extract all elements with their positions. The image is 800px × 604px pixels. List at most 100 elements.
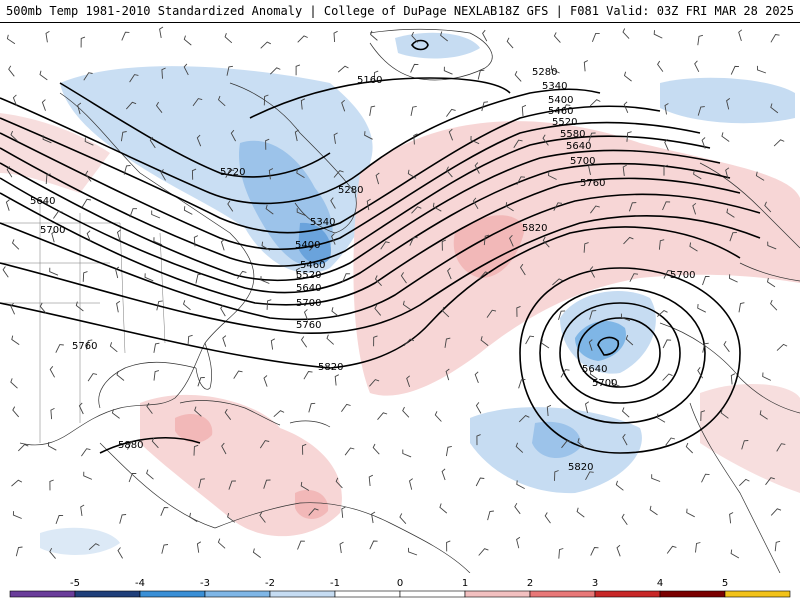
legend-swatch xyxy=(594,590,661,598)
wind-barb xyxy=(576,507,585,518)
legend-swatch xyxy=(269,590,336,598)
map-title: 500mb Temp 1981-2010 Standardized Anomal… xyxy=(6,4,498,18)
wind-barb xyxy=(228,480,236,490)
wind-barb xyxy=(729,232,737,242)
cold-anomaly-core-dark xyxy=(298,222,331,265)
wind-barb xyxy=(149,136,156,149)
wind-barb xyxy=(472,197,479,210)
wind-barb xyxy=(403,338,415,347)
wind-barb xyxy=(486,309,497,318)
wind-barb xyxy=(82,271,88,282)
wind-barb xyxy=(196,541,202,553)
legend-tick-label: 5 xyxy=(722,578,728,589)
wind-barb xyxy=(227,512,236,523)
wind-barb xyxy=(265,204,274,215)
wind-barb xyxy=(380,241,390,250)
contour-5760 xyxy=(0,215,761,335)
wind-barb xyxy=(161,67,166,79)
wind-barb xyxy=(664,103,669,115)
wind-barb xyxy=(623,101,629,113)
wind-barb xyxy=(544,512,551,524)
wind-barb xyxy=(410,105,417,116)
wind-barb xyxy=(514,502,521,515)
wind-barb xyxy=(129,74,139,83)
contour-label-5820-mid: 5820 xyxy=(522,223,547,234)
legend-swatch xyxy=(204,590,271,598)
wind-barb xyxy=(589,266,595,278)
wind-barb xyxy=(621,513,628,525)
contour-label-5760-west: 5760 xyxy=(72,341,97,352)
wind-barb xyxy=(561,104,571,113)
contour-label-5520: 5520 xyxy=(296,270,321,281)
wind-barb xyxy=(11,479,23,487)
wind-barb xyxy=(628,202,637,212)
wind-barb xyxy=(444,337,451,348)
wind-barb xyxy=(116,229,121,242)
contour-label-5700-west: 5700 xyxy=(40,225,65,236)
wind-barb xyxy=(411,31,419,43)
wind-barb xyxy=(8,65,15,77)
wind-barb xyxy=(726,208,735,218)
wind-barb xyxy=(125,101,137,110)
wind-barb xyxy=(764,201,772,213)
wind-barb xyxy=(741,440,749,450)
coastline-central-america xyxy=(99,442,216,529)
wind-barb xyxy=(589,310,597,320)
wind-barb xyxy=(553,32,561,43)
wind-barb xyxy=(153,370,160,381)
wind-barb xyxy=(730,65,740,75)
cutoff-low-5700 xyxy=(559,302,681,404)
wind-barb xyxy=(666,545,677,554)
wind-barb xyxy=(6,166,13,178)
wind-barb xyxy=(554,470,559,481)
wind-barb xyxy=(770,508,782,516)
model-valid-time: 18Z GFS | F081 Valid: 03Z FRI MAR 28 202… xyxy=(497,4,794,18)
wind-barb xyxy=(45,31,50,43)
wind-barb xyxy=(589,369,598,380)
coastlines xyxy=(0,28,800,573)
wind-barb xyxy=(115,266,120,279)
wind-barb xyxy=(195,273,202,284)
wind-barb xyxy=(546,404,552,417)
wind-barb xyxy=(590,205,600,214)
wind-barb xyxy=(542,236,550,248)
wind-barb xyxy=(697,34,704,46)
wind-barb xyxy=(83,471,93,480)
wind-barb xyxy=(260,276,270,284)
contour-label-5700-low: 5700 xyxy=(592,378,617,389)
wind-barb xyxy=(370,30,378,41)
wind-barb xyxy=(226,65,233,76)
wind-barb xyxy=(111,409,120,419)
wind-barb xyxy=(516,305,521,317)
wind-barb xyxy=(409,236,418,246)
wind-barb xyxy=(364,131,373,140)
wind-barb xyxy=(558,310,566,321)
wind-barb xyxy=(446,540,451,552)
wind-barb xyxy=(225,169,235,178)
wind-barb xyxy=(726,98,731,110)
legend-swatch xyxy=(529,590,596,598)
wind-barb xyxy=(153,237,163,246)
cutoff-low-5760 xyxy=(539,287,706,424)
wind-barb xyxy=(476,434,481,446)
wind-barb xyxy=(475,477,485,487)
wind-barb xyxy=(183,35,192,46)
wind-barb xyxy=(411,206,422,214)
height-contours xyxy=(0,39,761,454)
wind-barb xyxy=(220,304,226,317)
wind-barb xyxy=(80,504,85,516)
wind-barb xyxy=(445,368,450,381)
wind-barb xyxy=(12,511,22,519)
contour-5700 xyxy=(0,193,761,321)
wind-barb xyxy=(117,547,123,559)
wind-barb xyxy=(12,406,20,418)
wind-barb xyxy=(160,507,169,516)
coastline-hispaniola xyxy=(289,420,331,428)
wind-barb xyxy=(408,547,418,556)
coastline-florida xyxy=(195,342,212,390)
wind-barb xyxy=(303,309,309,321)
wind-barb xyxy=(227,200,234,212)
wind-barb xyxy=(263,94,269,106)
wind-barb xyxy=(265,138,270,150)
wind-barb xyxy=(519,263,526,276)
